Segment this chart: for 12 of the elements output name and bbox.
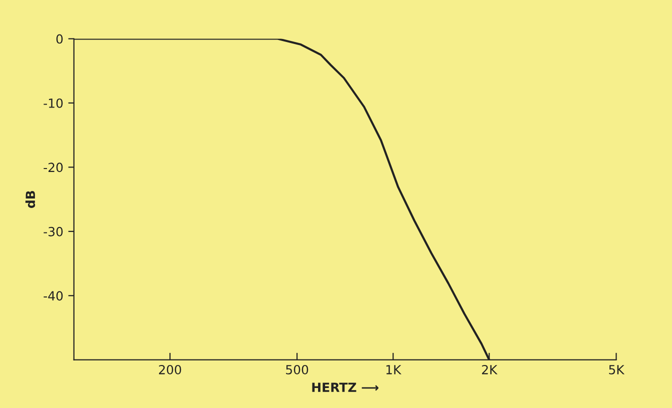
y-tick-label: -10 (44, 98, 63, 108)
y-tick-label: 0 (56, 34, 63, 44)
x-tick-label: 500 (286, 364, 308, 374)
y-tick-label: -20 (44, 162, 63, 172)
x-tick-label: 5K (609, 365, 625, 374)
y-tick-label: -40 (44, 291, 63, 301)
x-tick-label: 200 (158, 364, 182, 374)
x-tick-label: 1K (386, 365, 402, 374)
y-tick-label: -30 (44, 226, 63, 236)
x-axis-title: HERTZ ⟶ (312, 382, 378, 392)
y-axis-title: dB (25, 190, 36, 208)
x-tick-label: 2K (482, 364, 498, 374)
